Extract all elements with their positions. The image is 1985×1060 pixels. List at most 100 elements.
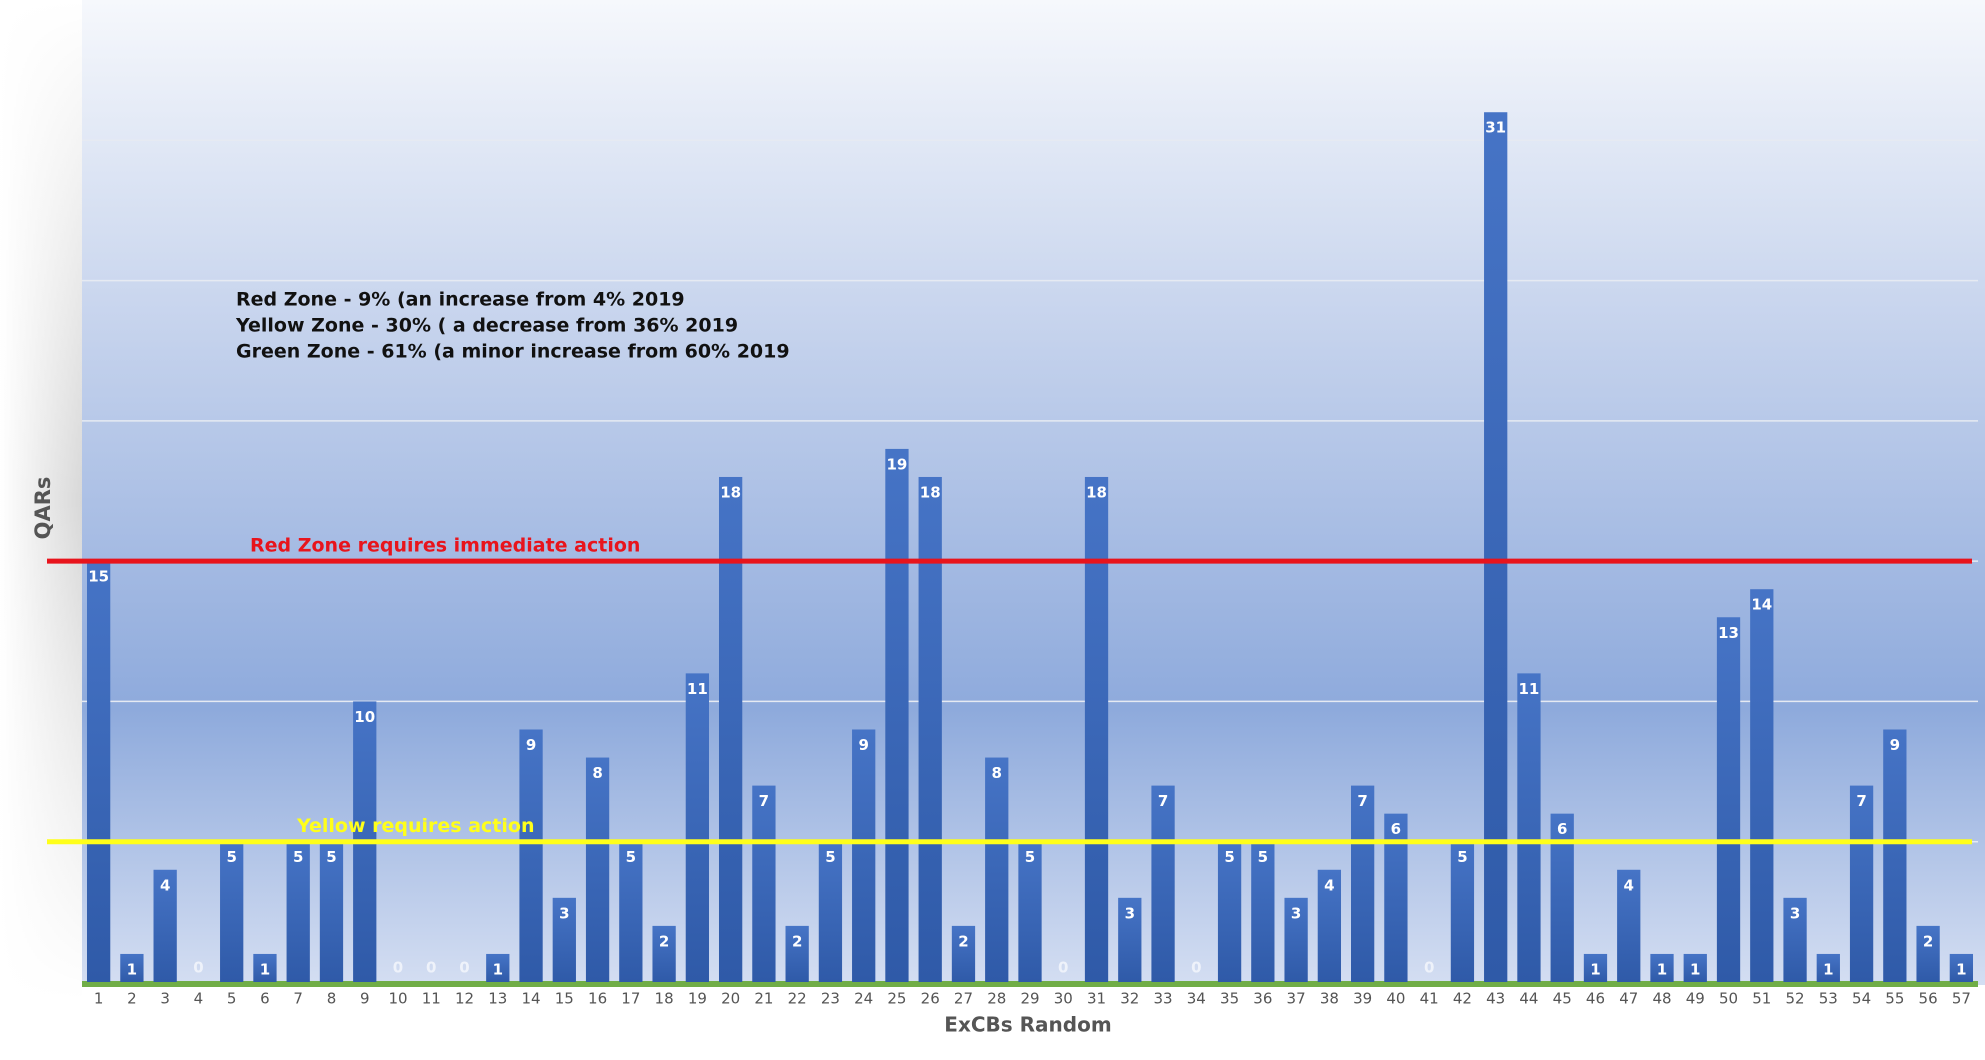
value-label: 18: [920, 483, 941, 501]
x-tick-label: 30: [1054, 990, 1073, 1008]
value-label: 7: [1357, 792, 1367, 810]
bar: [1350, 785, 1375, 982]
bar: [1550, 813, 1574, 982]
value-label: 1: [1956, 960, 1966, 978]
value-label: 5: [825, 848, 835, 866]
x-tick-label: 6: [260, 990, 270, 1008]
value-label: 3: [1291, 904, 1301, 922]
bar: [253, 953, 277, 982]
x-tick-label: 26: [921, 990, 940, 1008]
threshold-label: Red Zone requires immediate action: [250, 535, 640, 557]
x-tick-label: 43: [1486, 990, 1505, 1008]
bar: [585, 757, 610, 982]
x-tick-label: 23: [821, 990, 840, 1008]
value-label: 1: [1590, 960, 1600, 978]
bar: [1949, 953, 1974, 982]
value-label: 11: [687, 680, 708, 698]
annotation: Yellow Zone - 30% ( a decrease from 36% …: [235, 315, 738, 337]
x-tick-label: 24: [854, 990, 873, 1008]
bar: [985, 757, 1009, 982]
bar: [1716, 617, 1741, 982]
value-label: 10: [354, 708, 375, 726]
bar: [120, 953, 144, 982]
x-tick-label: 10: [388, 990, 407, 1008]
bar: [552, 897, 576, 982]
x-tick-label: 15: [555, 990, 574, 1008]
x-tick-label: 47: [1619, 990, 1638, 1008]
value-label: 5: [626, 848, 636, 866]
x-tick-label: 52: [1786, 990, 1805, 1008]
bar: [1617, 869, 1641, 982]
value-label: 9: [526, 736, 536, 754]
x-tick-label: 12: [455, 990, 474, 1008]
value-label: 9: [1890, 736, 1900, 754]
value-label: 6: [1557, 820, 1567, 838]
x-axis-label: ExCBs Random: [944, 1013, 1111, 1037]
value-label: 18: [720, 483, 741, 501]
x-tick-label: 37: [1287, 990, 1306, 1008]
annotation: Red Zone - 9% (an increase from 4% 2019: [236, 289, 685, 311]
bar: [852, 729, 876, 982]
value-label: 1: [1690, 960, 1700, 978]
annotation: Green Zone - 61% (a minor increase from …: [236, 341, 790, 363]
bar: [1816, 953, 1840, 982]
bar: [652, 925, 676, 982]
bar: [1750, 589, 1774, 982]
bar: [486, 953, 510, 982]
value-label: 3: [1125, 904, 1135, 922]
bars: [86, 112, 1974, 982]
x-tick-label: 40: [1386, 990, 1405, 1008]
plot-area: [82, 0, 1985, 985]
x-tick-label: 28: [987, 990, 1006, 1008]
x-tick-label: 39: [1353, 990, 1372, 1008]
bar: [818, 841, 843, 982]
bar: [1084, 476, 1109, 982]
x-tick-label: 9: [360, 990, 370, 1008]
x-tick-label: 2: [127, 990, 137, 1008]
value-label: 4: [1624, 876, 1634, 894]
x-tick-label: 50: [1719, 990, 1738, 1008]
side-panel-fade: [0, 0, 82, 1000]
value-label: 7: [1856, 792, 1866, 810]
x-tick-label: 56: [1919, 990, 1938, 1008]
bar: [1683, 953, 1707, 982]
value-label: 18: [1086, 483, 1107, 501]
value-label: 8: [592, 764, 602, 782]
x-tick-label: 49: [1686, 990, 1705, 1008]
value-label: 2: [958, 932, 968, 950]
x-tick-label: 55: [1885, 990, 1904, 1008]
bar: [785, 925, 809, 982]
x-tick-label: 17: [621, 990, 640, 1008]
value-label: 0: [1191, 959, 1201, 977]
y-axis-label: QARs: [31, 477, 55, 540]
value-label: 1: [1657, 960, 1667, 978]
x-tick-label: 14: [522, 990, 541, 1008]
value-label: 3: [559, 904, 569, 922]
x-tick-label: 20: [721, 990, 740, 1008]
x-tick-label: 31: [1087, 990, 1106, 1008]
bar: [319, 841, 344, 982]
bar: [1018, 841, 1042, 982]
value-label: 5: [1025, 848, 1035, 866]
value-label: 9: [858, 736, 868, 754]
value-label: 0: [426, 959, 436, 977]
value-label: 0: [193, 959, 203, 977]
bar: [1484, 112, 1508, 982]
x-tick-label: 4: [194, 990, 204, 1008]
bar: [1251, 841, 1275, 982]
value-label: 5: [326, 848, 336, 866]
x-tick-label: 3: [160, 990, 170, 1008]
x-tick-label: 1: [94, 990, 104, 1008]
x-tick-label: 42: [1453, 990, 1472, 1008]
value-label: 5: [1224, 848, 1234, 866]
bar: [220, 841, 244, 982]
value-label: 5: [1457, 848, 1467, 866]
bar: [752, 785, 776, 982]
x-tick-label: 7: [293, 990, 303, 1008]
x-tick-label: 32: [1120, 990, 1139, 1008]
bar: [1916, 925, 1940, 982]
value-label: 4: [1324, 876, 1334, 894]
value-label: 5: [1258, 848, 1268, 866]
